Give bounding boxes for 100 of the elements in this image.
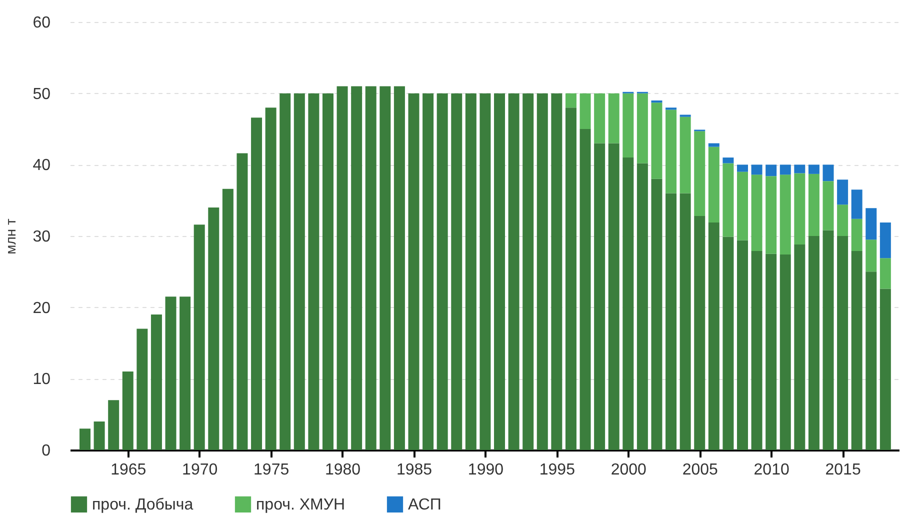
bar: [536, 93, 548, 450]
bar: [736, 240, 748, 450]
bar: [880, 258, 891, 289]
bar: [236, 153, 248, 450]
bar: [708, 146, 720, 222]
bar: [651, 178, 662, 450]
bar: [722, 158, 734, 164]
bar: [766, 254, 777, 450]
y-tick-label: 40: [32, 157, 51, 174]
bar: [322, 93, 334, 450]
bar: [336, 86, 348, 450]
bar: [780, 254, 791, 450]
bar: [636, 163, 648, 450]
bar: [108, 400, 120, 450]
bar: [222, 188, 234, 450]
bar: [708, 222, 720, 450]
bar: [608, 143, 620, 450]
bar: [808, 174, 820, 236]
x-tick-label: 1980: [324, 462, 361, 478]
bar: [794, 164, 806, 174]
bar: [265, 108, 276, 450]
x-tick-label: 1970: [182, 462, 218, 478]
y-tick-label: 20: [32, 300, 51, 317]
y-tick-label: 30: [32, 228, 51, 246]
bar: [594, 143, 606, 450]
bar: [708, 143, 720, 147]
bar: [651, 100, 662, 103]
bar: [837, 180, 848, 205]
x-tick-label: 2000: [610, 462, 647, 478]
bar: [722, 163, 734, 237]
bar: [351, 86, 362, 450]
bar: [494, 93, 506, 450]
bar: [194, 224, 205, 450]
y-tick-label: 60: [32, 14, 51, 32]
bar: [408, 93, 420, 450]
x-tick-label: 2010: [754, 462, 790, 478]
bar: [680, 116, 691, 194]
bar: [694, 131, 706, 216]
bar: [580, 129, 591, 450]
bar: [866, 272, 877, 450]
bar: [251, 118, 262, 450]
legend-label: проч. ХМУН: [256, 496, 346, 514]
x-tick-label: 1975: [254, 462, 290, 478]
bar: [736, 172, 748, 240]
bar: [551, 93, 562, 450]
bar: [422, 93, 434, 450]
bar: [394, 86, 405, 450]
bar: [508, 93, 520, 450]
bar: [608, 93, 620, 144]
bar: [822, 164, 834, 182]
bar: [308, 93, 320, 450]
x-tick-label: 1995: [539, 462, 576, 478]
bar: [822, 230, 834, 450]
bar: [794, 244, 806, 450]
bar: [522, 93, 534, 450]
bar: [580, 93, 591, 129]
bar: [165, 296, 176, 450]
bar: [94, 421, 105, 450]
bar: [380, 86, 391, 450]
bar: [880, 222, 891, 258]
bar: [851, 218, 862, 251]
bar: [666, 193, 677, 450]
x-tick-label: 2005: [682, 462, 718, 478]
bar: [122, 372, 134, 450]
bar: [751, 174, 762, 251]
bar: [622, 93, 634, 158]
bar: [780, 164, 791, 175]
y-tick-label: 0: [42, 442, 51, 460]
legend-label: АСП: [408, 496, 442, 514]
bar: [294, 93, 305, 450]
bar: [751, 164, 762, 175]
bar: [150, 314, 162, 450]
x-tick-label: 1965: [110, 462, 146, 478]
bar: [780, 174, 791, 255]
bar: [680, 193, 691, 450]
bar: [808, 236, 820, 450]
bar: [866, 208, 877, 240]
bar: [851, 190, 862, 219]
bar: [794, 173, 806, 245]
bar: [651, 102, 662, 179]
bar: [365, 86, 376, 450]
bar: [280, 93, 291, 450]
bar: [722, 236, 734, 450]
bar: [180, 296, 191, 450]
bar: [766, 176, 777, 254]
x-tick-label: 2015: [825, 462, 861, 478]
x-tick-label: 1985: [396, 462, 432, 478]
y-tick-label: 50: [32, 86, 51, 103]
bar: [594, 93, 606, 144]
bar: [480, 93, 491, 450]
bar: [208, 207, 220, 450]
bar: [451, 93, 462, 450]
bar: [736, 164, 748, 172]
bar: [136, 328, 148, 450]
bar: [808, 164, 820, 174]
bar: [694, 216, 706, 450]
bar: [666, 110, 677, 194]
legend-label: проч. Добыча: [92, 496, 194, 514]
bar: [436, 93, 448, 450]
bar: [880, 288, 891, 450]
